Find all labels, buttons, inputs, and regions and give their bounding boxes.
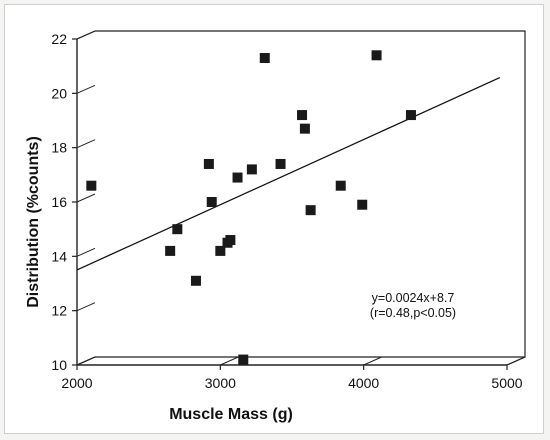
regression-stats-label: (r=0.48,p<0.05) <box>370 306 456 320</box>
y-tick-label: 16 <box>51 194 67 210</box>
data-point <box>305 205 316 216</box>
data-point <box>225 235 236 246</box>
y-tick-depth <box>76 139 96 149</box>
data-point <box>275 158 286 169</box>
regression-line <box>76 76 501 271</box>
x-tick-label: 4000 <box>348 375 379 391</box>
plot-box-back <box>95 30 526 358</box>
y-tick-label: 14 <box>51 248 67 264</box>
y-tick-depth <box>76 84 96 94</box>
y-tick-label: 20 <box>51 85 67 101</box>
data-points <box>86 50 416 365</box>
x-axis-title: Muscle Mass (g) <box>169 406 293 423</box>
data-point <box>297 110 308 121</box>
x-tick-depth <box>506 356 526 366</box>
data-point <box>86 180 97 191</box>
y-tick-depth <box>76 193 96 203</box>
y-tick-label: 18 <box>51 140 67 156</box>
x-tick-label: 3000 <box>205 375 236 391</box>
y-tick-depth <box>76 247 96 257</box>
x-tick-label: 5000 <box>491 375 522 391</box>
y-tick-depth <box>76 30 96 40</box>
data-point <box>232 172 243 183</box>
x-tick-depth <box>363 356 382 366</box>
x-axis-ticks: 2000 3000 4000 5000 <box>61 356 526 391</box>
y-tick-label: 12 <box>51 303 67 319</box>
chart-frame: 10 12 14 16 18 20 22 2000 3000 4000 5000 y=0.0024… <box>4 4 544 434</box>
y-tick-label: 22 <box>51 31 67 47</box>
x-tick-label: 2000 <box>61 375 92 391</box>
data-point <box>357 199 368 210</box>
y-tick-depth <box>76 302 96 312</box>
data-point <box>259 53 270 64</box>
y-axis-title: Distribution (%counts) <box>25 136 42 308</box>
data-point <box>206 197 217 207</box>
data-point <box>203 158 214 169</box>
x-tick-depth <box>76 356 96 366</box>
regression-equation-label: y=0.0024x+8.7 <box>372 291 455 305</box>
x-tick-depth <box>220 356 239 366</box>
data-point <box>299 123 310 134</box>
data-point <box>190 275 201 286</box>
data-point <box>335 180 346 191</box>
y-tick-label: 10 <box>51 357 67 373</box>
data-point <box>371 50 382 61</box>
data-point <box>165 245 176 256</box>
data-point <box>172 224 183 235</box>
data-point <box>215 245 226 256</box>
y-axis-ticks: 10 12 14 16 18 20 22 <box>51 30 96 373</box>
scatter-chart: 10 12 14 16 18 20 22 2000 3000 4000 5000 y=0.0024… <box>25 30 526 423</box>
data-point <box>405 110 416 121</box>
data-point <box>238 354 249 365</box>
data-point <box>246 164 257 175</box>
